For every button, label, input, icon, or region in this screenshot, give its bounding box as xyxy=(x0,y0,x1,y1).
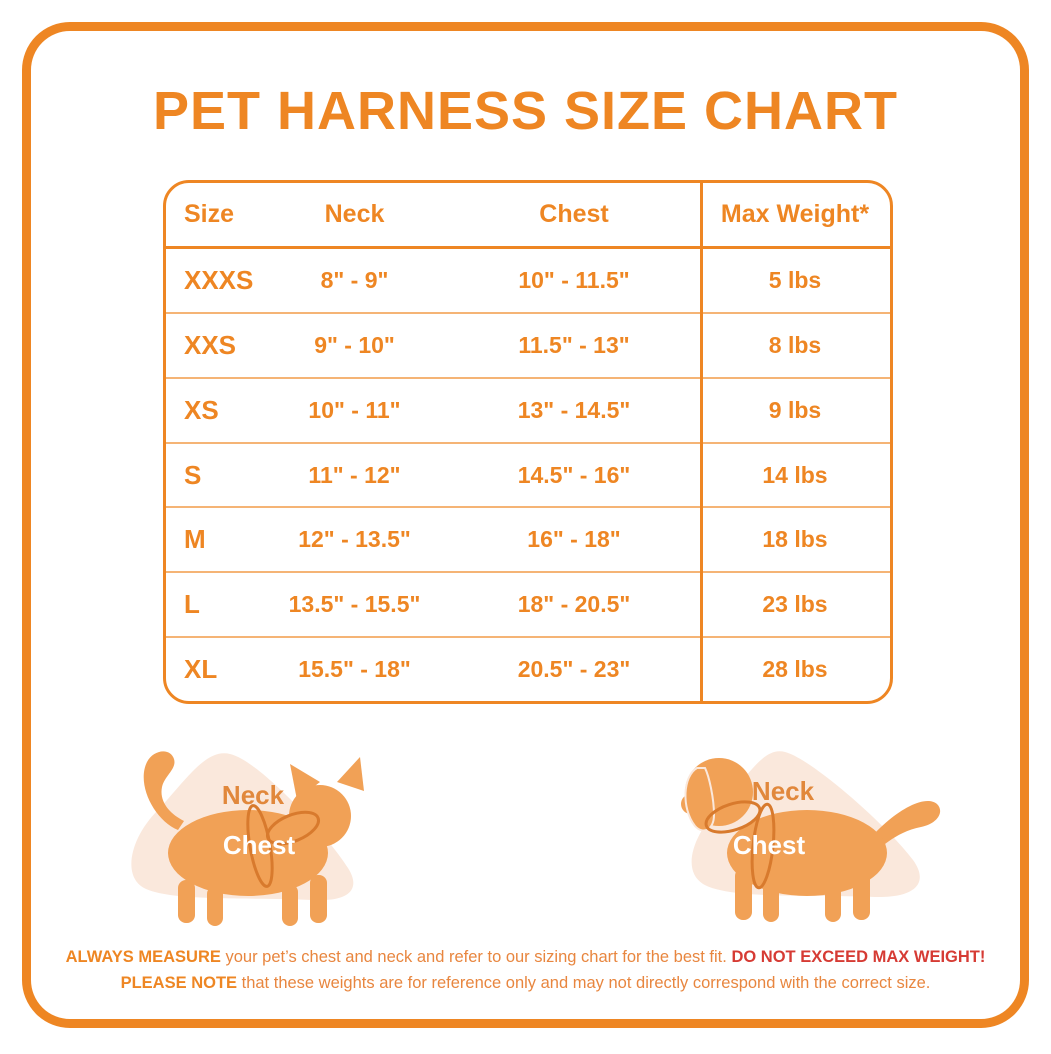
max-weight-cell: 14 lbs xyxy=(762,461,828,488)
neck-cell: 11" - 12" xyxy=(308,461,401,488)
chest-cell: 14.5" - 16" xyxy=(517,461,631,488)
cat-chest-label: Chest xyxy=(222,830,296,860)
column-header-max-weight: Max Weight* xyxy=(720,200,870,228)
max-weight-cell: 9 lbs xyxy=(768,396,822,423)
poster-border xyxy=(22,22,1029,1028)
chest-cell: 10" - 11.5" xyxy=(518,266,630,293)
chest-cell: 20.5" - 23" xyxy=(517,656,631,683)
chest-cell: 11.5" - 13" xyxy=(518,331,630,358)
neck-cell: 12" - 13.5" xyxy=(298,526,411,553)
max-weight-cell: 28 lbs xyxy=(762,656,828,683)
neck-cell: 10" - 11" xyxy=(308,396,401,423)
table-row: XXS 9" - 10" 11.5" - 13" 8 lbs xyxy=(166,311,890,377)
footnote-always-measure: ALWAYS MEASURE xyxy=(65,948,221,966)
table-row: L 13.5" - 15.5" 18" - 20.5" 23 lbs xyxy=(166,571,890,636)
dog-neck-label: Neck xyxy=(751,776,815,806)
size-cell: S xyxy=(184,459,202,490)
table-row: XL 15.5" - 18" 20.5" - 23" 28 lbs xyxy=(166,636,890,701)
column-header-chest: Chest xyxy=(539,200,609,228)
size-chart-table: Size Neck Chest Max Weight* XXXS 8" - 9"… xyxy=(163,180,893,704)
size-cell: M xyxy=(184,524,206,555)
neck-cell: 15.5" - 18" xyxy=(298,656,411,683)
dog-chest-measure-loop xyxy=(750,802,776,890)
neck-cell: 9" - 10" xyxy=(314,331,395,358)
cat-measuring-diagram: Neck Chest xyxy=(90,720,390,930)
max-weight-cell: 5 lbs xyxy=(768,266,822,293)
table-vertical-divider xyxy=(700,183,703,701)
max-weight-cell: 18 lbs xyxy=(762,526,828,553)
size-cell: XS xyxy=(184,394,219,425)
chest-cell: 16" - 18" xyxy=(527,526,621,553)
size-cell: L xyxy=(184,589,200,620)
dog-illustration xyxy=(681,751,941,922)
dog-neck-measure-loop xyxy=(704,800,762,834)
neck-cell: 8" - 9" xyxy=(320,266,389,293)
chest-cell: 13" - 14.5" xyxy=(517,396,631,423)
page-title: PET HARNESS SIZE CHART xyxy=(152,81,899,141)
max-weight-cell: 23 lbs xyxy=(762,591,828,618)
table-header-row: Size Neck Chest Max Weight* xyxy=(166,183,890,249)
column-header-neck: Neck xyxy=(324,200,385,228)
table-row: S 11" - 12" 14.5" - 16" 14 lbs xyxy=(166,441,890,507)
chest-cell: 18" - 20.5" xyxy=(517,591,631,618)
dog-measuring-diagram: Neck Chest xyxy=(645,718,945,928)
size-cell: XXS xyxy=(184,329,237,360)
footnote-line2-text: that these weights are for reference onl… xyxy=(241,974,931,992)
size-cell: XL xyxy=(184,654,218,685)
footnote: ALWAYS MEASURE your pet’s chest and neck… xyxy=(38,944,1013,996)
table-row: XS 10" - 11" 13" - 14.5" 9 lbs xyxy=(166,376,890,442)
footnote-max-weight-warning: DO NOT EXCEED MAX WEIGHT! xyxy=(731,948,986,966)
cat-chest-measure-loop xyxy=(246,804,274,888)
column-header-size: Size xyxy=(184,200,235,228)
cat-silhouette xyxy=(143,751,364,926)
footnote-please-note: PLEASE NOTE xyxy=(120,974,238,992)
cat-neck-label: Neck xyxy=(221,780,285,810)
footnote-line1-text: your pet’s chest and neck and refer to o… xyxy=(225,948,727,966)
table-row: XXXS 8" - 9" 10" - 11.5" 5 lbs xyxy=(166,249,890,312)
cat-illustration xyxy=(131,751,364,926)
dog-chest-label: Chest xyxy=(732,830,806,860)
size-cell: XXXS xyxy=(184,264,254,295)
neck-cell: 13.5" - 15.5" xyxy=(288,591,421,618)
max-weight-cell: 8 lbs xyxy=(768,331,822,358)
table-row: M 12" - 13.5" 16" - 18" 18 lbs xyxy=(166,506,890,571)
